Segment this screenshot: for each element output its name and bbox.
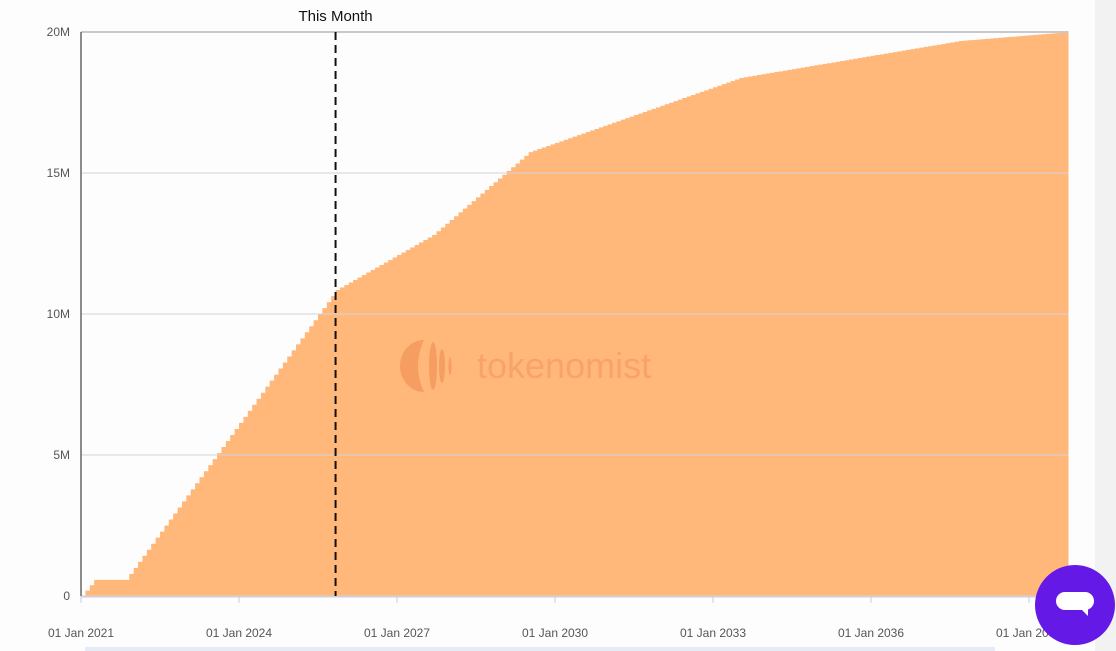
y-tick-label: 10M: [47, 307, 70, 321]
y-tick-label: 0: [63, 589, 70, 603]
y-tick-label: 20M: [47, 25, 70, 39]
logo-shape: [448, 357, 452, 375]
y-tick-label: 15M: [47, 166, 70, 180]
logo-shape: [429, 342, 437, 390]
this-month-label: This Month: [298, 8, 372, 25]
range-slider[interactable]: [85, 647, 995, 651]
watermark-text: tokenomist: [477, 345, 651, 386]
x-tick-label: 01 Jan 2033: [680, 626, 746, 640]
x-tick-label: 01 Jan 2027: [364, 626, 430, 640]
logo-shape: [400, 340, 424, 392]
x-tick-label: 01 Jan 2024: [206, 626, 272, 640]
chat-button[interactable]: [1035, 565, 1115, 645]
x-tick-label: 01 Jan 2030: [522, 626, 588, 640]
chat-bubble-tail: [1080, 608, 1088, 616]
chat-bubble-icon: [1056, 592, 1094, 610]
logo-shape: [439, 349, 445, 383]
x-tick-label: 01 Jan 2021: [48, 626, 114, 640]
watermark-logo: [400, 340, 452, 392]
y-tick-label: 5M: [53, 448, 70, 462]
scrollbar-track[interactable]: [1095, 0, 1116, 651]
x-tick-label: 01 Jan 2036: [838, 626, 904, 640]
